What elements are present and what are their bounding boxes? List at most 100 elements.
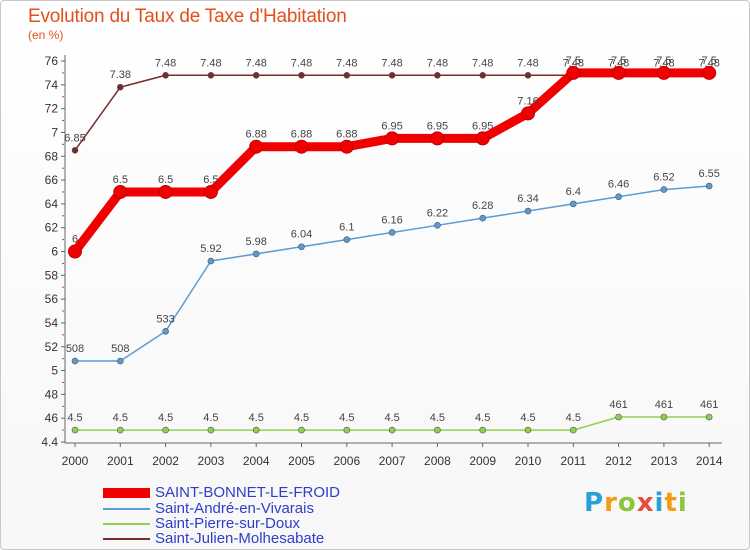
data-point-saint-pierre-sur-doux [434, 426, 441, 434]
data-point-saint-bonnet-le-froid [702, 65, 717, 80]
y-tick-label: 76 [45, 54, 59, 68]
data-label-saint-andre-en-vivarais: 5.92 [200, 243, 221, 255]
data-point-saint-andre-en-vivarais [71, 357, 79, 365]
x-tick-label: 2010 [515, 454, 542, 468]
y-tick-label: 54 [45, 316, 59, 330]
data-label-saint-andre-en-vivarais: 6.1 [339, 222, 354, 234]
data-label-saint-julien-molhesabate: 7.38 [110, 69, 131, 81]
data-label-saint-bonnet-le-froid: 6.5 [203, 174, 218, 186]
data-point-saint-pierre-sur-doux [343, 426, 351, 434]
data-label-saint-bonnet-le-froid: 7.5 [611, 55, 626, 67]
data-point-saint-andre-en-vivarais [705, 182, 713, 190]
chart-title: Evolution du Taux de Taxe d'Habitation [28, 6, 347, 27]
x-tick-label: 2008 [424, 454, 451, 468]
data-point-saint-pierre-sur-doux [162, 426, 169, 434]
legend-label-saint-julien: Saint-Julien-Molhesabate [155, 530, 325, 547]
data-label-saint-bonnet-le-froid: 6.95 [381, 120, 402, 132]
legend-label-saint-pierre: Saint-Pierre-sur-Doux [155, 515, 301, 532]
logo-letter: t [664, 488, 678, 518]
logo-letter: P [584, 488, 605, 518]
logo-letter: r [604, 488, 618, 518]
data-label-saint-bonnet-le-froid: 7.16 [517, 95, 538, 107]
data-label-saint-andre-en-vivarais: 6.46 [608, 179, 629, 191]
data-label-saint-andre-en-vivarais: 5.98 [245, 236, 266, 248]
data-label-saint-bonnet-le-froid: 6.88 [291, 129, 312, 141]
data-point-saint-bonnet-le-froid [249, 139, 264, 154]
data-label-saint-pierre-sur-doux: 4.5 [67, 412, 82, 424]
x-tick-label: 2003 [198, 454, 225, 468]
data-label-saint-bonnet-le-froid: 7.5 [702, 55, 717, 67]
data-point-saint-bonnet-le-froid [566, 65, 581, 80]
data-label-saint-julien-molhesabate: 7.48 [200, 57, 221, 69]
data-label-saint-julien-molhesabate: 7.48 [653, 57, 674, 69]
data-label-saint-andre-en-vivarais: 6.16 [381, 214, 402, 226]
data-label-saint-bonnet-le-froid: 6.95 [427, 120, 448, 132]
data-point-saint-pierre-sur-doux [117, 426, 124, 434]
y-tick-label: 56 [45, 292, 59, 306]
data-point-saint-julien-molhesabate [298, 71, 305, 79]
data-point-saint-pierre-sur-doux [207, 426, 215, 434]
x-tick-label: 2007 [379, 454, 406, 468]
data-label-saint-bonnet-le-froid: 6.88 [336, 129, 357, 141]
data-point-saint-andre-en-vivarais [207, 257, 215, 265]
data-label-saint-julien-molhesabate: 7.48 [608, 57, 629, 69]
data-label-saint-andre-en-vivarais: 6.28 [472, 200, 493, 212]
data-point-saint-bonnet-le-froid [113, 184, 128, 199]
x-tick-label: 2004 [243, 454, 270, 468]
data-point-saint-andre-en-vivarais [162, 327, 169, 335]
data-point-saint-pierre-sur-doux [524, 426, 532, 434]
data-label-saint-pierre-sur-doux: 461 [700, 399, 718, 411]
x-tick-label: 2001 [107, 454, 134, 468]
x-tick-label: 2013 [651, 454, 678, 468]
x-tick-label: 2006 [333, 454, 360, 468]
data-label-saint-andre-en-vivarais: 6.4 [566, 186, 581, 198]
y-tick-label: 6 [51, 245, 58, 259]
data-label-saint-pierre-sur-doux: 461 [655, 399, 673, 411]
y-tick-label: 68 [45, 149, 59, 163]
x-tick-label: 2005 [288, 454, 315, 468]
data-point-saint-andre-en-vivarais [298, 243, 305, 251]
data-label-saint-pierre-sur-doux: 4.5 [384, 412, 399, 424]
logo-letter: i [654, 488, 665, 518]
data-label-saint-julien-molhesabate: 7.48 [291, 57, 312, 69]
data-label-saint-julien-molhesabate: 7.48 [563, 57, 584, 69]
data-point-saint-bonnet-le-froid [339, 139, 354, 154]
data-point-saint-pierre-sur-doux [298, 426, 305, 434]
data-label-saint-pierre-sur-doux: 4.5 [113, 412, 128, 424]
y-tick-label: 52 [45, 340, 59, 354]
data-label-saint-andre-en-vivarais: 508 [66, 343, 84, 355]
series-line-saint-andre-en-vivarais [74, 185, 710, 362]
data-label-saint-pierre-sur-doux: 4.5 [475, 412, 490, 424]
data-label-saint-bonnet-le-froid: 6.5 [158, 174, 173, 186]
data-point-saint-bonnet-le-froid [611, 65, 626, 80]
data-label-saint-julien-molhesabate: 7.48 [155, 57, 176, 69]
data-point-saint-andre-en-vivarais [117, 357, 124, 365]
x-tick-label: 2014 [696, 454, 723, 468]
data-label-saint-pierre-sur-doux: 4.5 [339, 412, 354, 424]
data-label-saint-julien-molhesabate: 7.48 [336, 57, 357, 69]
data-label-saint-bonnet-le-froid: 7.5 [656, 55, 671, 67]
data-label-saint-andre-en-vivarais: 6.55 [698, 168, 719, 180]
data-label-saint-julien-molhesabate: 7.48 [245, 57, 266, 69]
y-tick-label: 4.4 [41, 435, 58, 449]
proxiti-logo: Proxiti [584, 488, 688, 518]
data-label-saint-pierre-sur-doux: 461 [609, 399, 627, 411]
data-point-saint-julien-molhesabate [71, 146, 79, 154]
data-point-saint-julien-molhesabate [434, 71, 441, 79]
data-point-saint-andre-en-vivarais [252, 250, 260, 258]
logo-letter: o [617, 488, 637, 518]
data-label-saint-bonnet-le-froid: 7.5 [566, 55, 581, 67]
data-label-saint-pierre-sur-doux: 4.5 [294, 412, 309, 424]
data-point-saint-andre-en-vivarais [569, 200, 577, 208]
data-point-saint-julien-molhesabate [207, 71, 215, 79]
data-point-saint-julien-molhesabate [479, 71, 487, 79]
data-point-saint-julien-molhesabate [162, 71, 169, 79]
data-label-saint-andre-en-vivarais: 533 [156, 313, 174, 325]
data-point-saint-andre-en-vivarais [343, 236, 351, 243]
data-point-saint-andre-en-vivarais [388, 229, 396, 236]
data-point-saint-julien-molhesabate [117, 83, 124, 91]
data-point-saint-julien-molhesabate [252, 71, 260, 79]
data-label-saint-andre-en-vivarais: 6.34 [517, 193, 538, 205]
